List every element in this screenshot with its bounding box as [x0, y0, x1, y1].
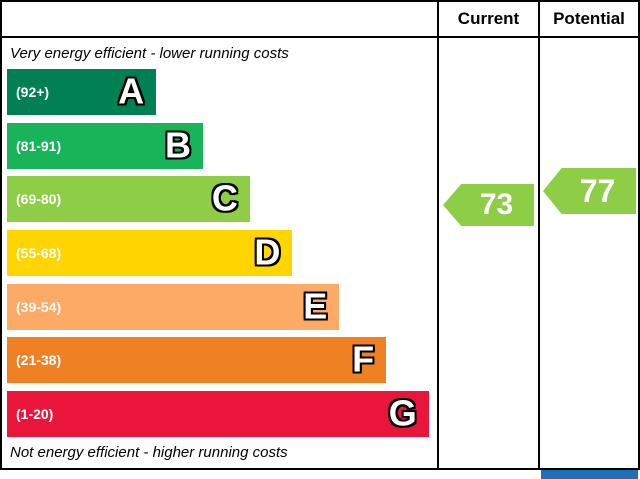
top-caption: Very energy efficient - lower running co…	[10, 45, 289, 62]
band-row-c: (69-80) C	[7, 176, 433, 223]
potential-rating-value: 77	[579, 172, 616, 209]
band-row-d: (55-68) D	[7, 229, 433, 276]
rating-scale-column: Very energy efficient - lower running co…	[2, 38, 437, 468]
band-letter: E	[303, 284, 328, 326]
band-range-label: (1-20)	[16, 405, 54, 422]
band-range-label: (39-54)	[16, 298, 62, 315]
band-letter: G	[388, 392, 417, 434]
band-range-label: (92+)	[16, 84, 50, 100]
band-bar-a: (92+) A	[7, 69, 157, 115]
band-bar-c: (69-80) C	[7, 176, 250, 223]
chart-body: Very energy efficient - lower running co…	[2, 38, 638, 468]
band-letter: F	[352, 338, 375, 380]
band-letter: C	[211, 177, 238, 219]
band-bar-g: (1-20) G	[7, 390, 429, 437]
current-rating-arrow: 73	[443, 184, 534, 226]
potential-column: 77	[538, 38, 638, 468]
cut-off-blue-bar	[541, 470, 638, 479]
band-row-a: (92+) A	[7, 69, 433, 115]
band-row-g: (1-20) G	[7, 390, 433, 437]
band-row-b: (81-91) B	[7, 122, 433, 169]
band-range-label: (69-80)	[16, 191, 62, 208]
band-bar-f: (21-38) F	[7, 337, 387, 384]
band-bar-e: (39-54) E	[7, 283, 340, 330]
band-range-label: (21-38)	[16, 352, 62, 369]
rating-bands: (92+) A (81-91) B (69-80) C (55-68) D (39-54) E (2…	[2, 67, 437, 439]
band-bar-d: (55-68) D	[7, 229, 293, 276]
band-range-label: (55-68)	[16, 244, 62, 261]
header-spacer	[2, 2, 437, 36]
band-bar-b: (81-91) B	[7, 122, 203, 169]
potential-column-header: Potential	[538, 2, 638, 36]
current-column-header: Current	[437, 2, 538, 36]
band-row-e: (39-54) E	[7, 283, 433, 330]
current-rating-value: 73	[479, 188, 514, 221]
band-letter: D	[254, 231, 281, 273]
current-column: 73	[437, 38, 538, 468]
potential-rating-arrow: 77	[543, 168, 636, 214]
column-headers: Current Potential	[2, 2, 638, 38]
band-letter: A	[118, 70, 145, 112]
band-letter: B	[164, 123, 191, 165]
band-row-f: (21-38) F	[7, 337, 433, 384]
band-range-label: (81-91)	[16, 137, 62, 154]
bottom-caption: Not energy efficient - higher running co…	[10, 444, 288, 461]
